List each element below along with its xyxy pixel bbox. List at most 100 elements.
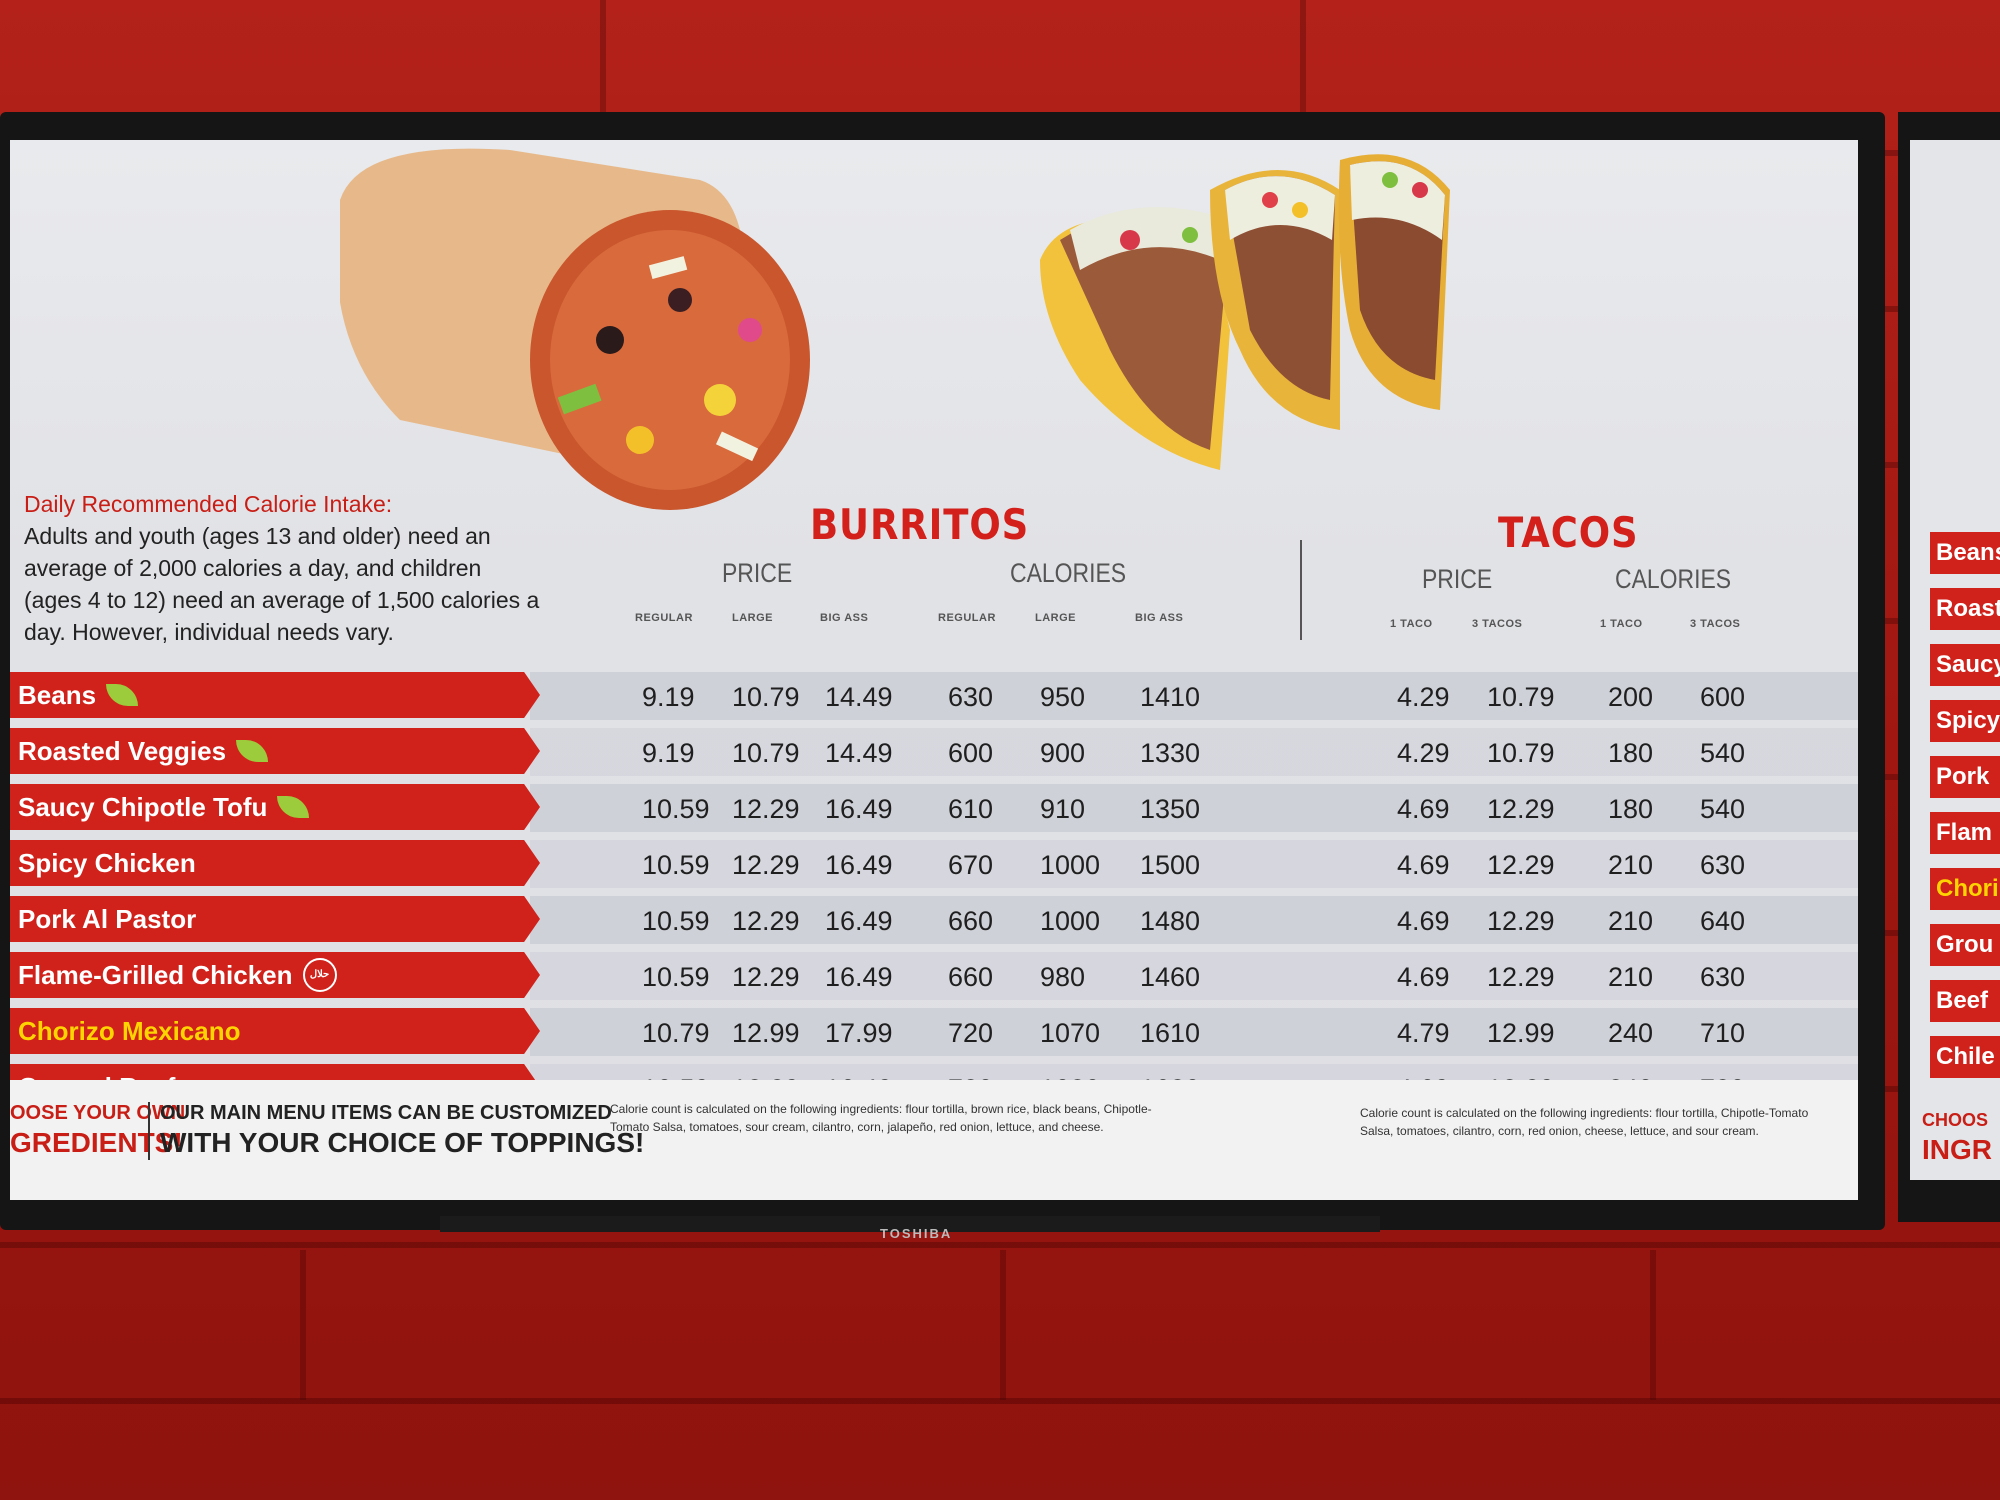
burrito-price-cell: 10.59 bbox=[642, 962, 710, 992]
taco-size-one: 1 TACO bbox=[1390, 618, 1433, 630]
burritos-title: BURRITOS bbox=[810, 500, 1030, 549]
burrito-calorie-note: Calorie count is calculated on the follo… bbox=[610, 1102, 1152, 1134]
choose-line-2: GREDIENTS! bbox=[10, 1127, 183, 1158]
burrito-price-cell: 10.59 bbox=[642, 906, 710, 936]
menu-item-name: Saucy Chipotle Tofu bbox=[18, 792, 268, 822]
taco-price-cell: 12.29 bbox=[1487, 794, 1555, 824]
menu-item-label: Saucy Chipotle Tofu bbox=[10, 784, 540, 830]
second-menu-screen: Beans Roast Saucy Spicy Pork Flam Chori Grou Bee… bbox=[1910, 140, 2000, 1180]
menu-footer: OOSE YOUR OWN GREDIENTS! OUR MAIN MENU I… bbox=[10, 1080, 1858, 1200]
table-row: Spicy Chicken 10.59 12.29 16.49 670 1000 1500 4… bbox=[10, 836, 1858, 892]
taco-calorie-cell: 210 bbox=[1608, 850, 1654, 880]
burrito-calorie-cell: 980 bbox=[1040, 962, 1086, 992]
taco-calorie-cell: 640 bbox=[1700, 906, 1746, 936]
taco-calorie-cell: 630 bbox=[1700, 850, 1746, 880]
burrito-price-cell: 16.49 bbox=[825, 794, 893, 824]
taco-calorie-cell: 240 bbox=[1608, 1018, 1654, 1048]
vegetarian-leaf-icon bbox=[236, 740, 269, 762]
burrito-calorie-cell: 1500 bbox=[1140, 850, 1201, 880]
burrito-calorie-cell: 910 bbox=[1040, 794, 1086, 824]
burrito-size-regular: REGULAR bbox=[635, 612, 693, 624]
burrito-calorie-cell: 1330 bbox=[1140, 738, 1201, 768]
tile-grout bbox=[1300, 0, 1306, 150]
burrito-calorie-cell: 630 bbox=[948, 682, 994, 712]
burrito-calorie-cell: 1480 bbox=[1140, 906, 1201, 936]
choose-own-banner: OOSE YOUR OWN GREDIENTS! bbox=[10, 1098, 185, 1158]
burrito-calorie-cell: 950 bbox=[1040, 682, 1086, 712]
tacos-image bbox=[1040, 154, 1450, 470]
table-row: Flame-Grilled Chicken حلال 10.59 12.29 16.49… bbox=[10, 948, 1858, 1004]
taco-calorie-cell: 540 bbox=[1700, 794, 1746, 824]
second-menu-item: Pork bbox=[1930, 756, 2000, 798]
taco-price-cell: 4.79 bbox=[1397, 1018, 1450, 1048]
burrito-calorie-cell: 610 bbox=[948, 794, 994, 824]
burrito-price-cell: 14.49 bbox=[825, 738, 893, 768]
menu-rows: Beans 9.19 10.79 14.49 630 950 1410 4.29 10.79 20… bbox=[10, 668, 1858, 1200]
burrito-price-cell: 12.29 bbox=[732, 850, 800, 880]
menu-item-label: Roasted Veggies bbox=[10, 728, 540, 774]
menu-item-label: Beans bbox=[10, 672, 540, 718]
table-row: Saucy Chipotle Tofu 10.59 12.29 16.49 610 910… bbox=[10, 780, 1858, 836]
menu-item-name: Spicy Chicken bbox=[18, 848, 196, 878]
burrito-price-cell: 12.99 bbox=[732, 1018, 800, 1048]
table-row: Beans 9.19 10.79 14.49 630 950 1410 4.29 10.79 20… bbox=[10, 668, 1858, 724]
burrito-calorie-cell: 1610 bbox=[1140, 1018, 1201, 1048]
taco-calorie-cell: 540 bbox=[1700, 738, 1746, 768]
row-band bbox=[530, 784, 1858, 832]
second-menu-item: Chile bbox=[1930, 1036, 2000, 1078]
menu-item-name: Pork Al Pastor bbox=[18, 904, 197, 934]
burrito-price-cell: 10.59 bbox=[642, 794, 710, 824]
burrito-calorie-cell: 1000 bbox=[1040, 906, 1101, 936]
taco-calorie-cell: 210 bbox=[1608, 962, 1654, 992]
burrito-size-big: BIG ASS bbox=[820, 612, 869, 624]
taco-price-cell: 12.99 bbox=[1487, 1018, 1555, 1048]
taco-price-cell: 4.69 bbox=[1397, 906, 1450, 936]
burrito-cal-regular: REGULAR bbox=[938, 612, 996, 624]
row-band bbox=[530, 1008, 1858, 1056]
burrito-calorie-cell: 670 bbox=[948, 850, 994, 880]
burrito-calorie-cell: 1000 bbox=[1040, 850, 1101, 880]
taco-calorie-cell: 180 bbox=[1608, 738, 1654, 768]
customize-line-2: WITH YOUR CHOICE OF TOPPINGS! bbox=[160, 1127, 645, 1158]
tacos-price-label: PRICE bbox=[1422, 564, 1493, 594]
burrito-price-cell: 17.99 bbox=[825, 1018, 893, 1048]
row-band bbox=[530, 728, 1858, 776]
customize-line-1: OUR MAIN MENU ITEMS CAN BE CUSTOMIZED bbox=[160, 1102, 612, 1124]
section-divider bbox=[1300, 540, 1302, 640]
taco-price-cell: 10.79 bbox=[1487, 738, 1555, 768]
burrito-price-cell: 14.49 bbox=[825, 682, 893, 712]
second-menu-item: Chori bbox=[1930, 868, 2000, 910]
burrito-image bbox=[340, 148, 810, 510]
taco-calorie-cell: 200 bbox=[1608, 682, 1654, 712]
burrito-price-cell: 10.79 bbox=[732, 682, 800, 712]
burrito-calorie-cell: 720 bbox=[948, 1018, 994, 1048]
second-footer-text: INGR bbox=[1922, 1134, 1992, 1165]
second-menu-item: Beans bbox=[1930, 532, 2000, 574]
burrito-cal-large: LARGE bbox=[1035, 612, 1076, 624]
burritos-calories-label: CALORIES bbox=[1010, 558, 1127, 588]
footer-divider bbox=[148, 1102, 150, 1160]
burrito-calorie-cell: 660 bbox=[948, 906, 994, 936]
taco-price-cell: 4.69 bbox=[1397, 794, 1450, 824]
choose-line-1: OOSE YOUR OWN bbox=[10, 1102, 186, 1124]
burrito-calorie-cell: 1460 bbox=[1140, 962, 1201, 992]
taco-calorie-cell: 600 bbox=[1700, 682, 1746, 712]
halal-icon: حلال bbox=[302, 958, 337, 992]
burrito-price-cell: 9.19 bbox=[642, 738, 695, 768]
tv-brand-logo: TOSHIBA bbox=[880, 1226, 953, 1241]
burrito-price-cell: 9.19 bbox=[642, 682, 695, 712]
second-menu-item: Flam bbox=[1930, 812, 2000, 854]
second-menu-item: Beef bbox=[1930, 980, 2000, 1022]
taco-calorie-cell: 630 bbox=[1700, 962, 1746, 992]
menu-item-label: Chorizo Mexicano bbox=[10, 1008, 540, 1054]
second-menu-item: Spicy bbox=[1930, 700, 2000, 742]
menu-item-name: Roasted Veggies bbox=[18, 736, 227, 766]
tile-grout bbox=[300, 1250, 306, 1400]
row-band bbox=[530, 672, 1858, 720]
taco-price-cell: 4.69 bbox=[1397, 850, 1450, 880]
tile-grout bbox=[1000, 1250, 1006, 1400]
second-menu-item: Roast bbox=[1930, 588, 2000, 630]
calorie-intake-notice: Daily Recommended Calorie Intake: Adults… bbox=[24, 488, 544, 648]
intake-title: Daily Recommended Calorie Intake: bbox=[24, 491, 393, 517]
second-menu-item: Grou bbox=[1930, 924, 2000, 966]
